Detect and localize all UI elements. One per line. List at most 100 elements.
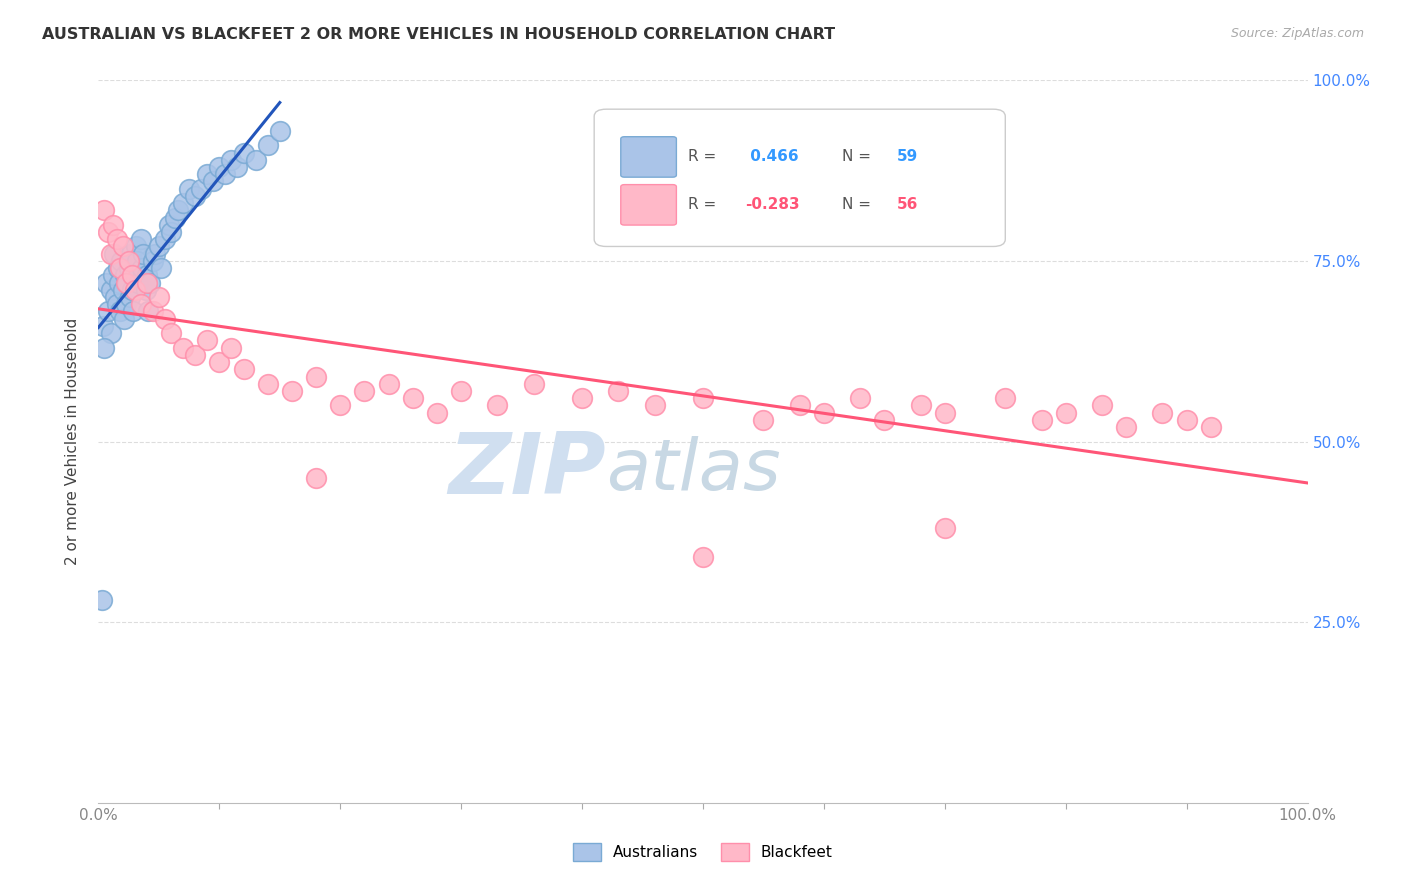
Point	[167, 203, 190, 218]
Text: 0.466: 0.466	[745, 150, 799, 164]
Point	[101, 218, 124, 232]
Text: ZIP: ZIP	[449, 429, 606, 512]
Point	[135, 276, 157, 290]
Point	[226, 160, 249, 174]
Point	[1115, 420, 1137, 434]
Y-axis label: 2 or more Vehicles in Household: 2 or more Vehicles in Household	[65, 318, 80, 566]
Point	[150, 261, 173, 276]
Point	[402, 391, 425, 405]
Point	[1031, 413, 1053, 427]
Point	[108, 304, 131, 318]
Point	[208, 160, 231, 174]
Point	[221, 341, 243, 355]
Point	[139, 276, 162, 290]
Point	[127, 253, 149, 268]
Point	[100, 246, 122, 260]
Point	[142, 253, 165, 268]
Point	[100, 283, 122, 297]
Point	[208, 355, 231, 369]
Point	[644, 398, 666, 412]
Point	[179, 182, 201, 196]
Point	[143, 246, 166, 260]
Point	[132, 246, 155, 260]
Legend: Australians, Blackfeet: Australians, Blackfeet	[567, 837, 839, 867]
Point	[1091, 398, 1114, 412]
Text: -0.283: -0.283	[745, 197, 800, 212]
Point	[107, 261, 129, 276]
Point	[153, 311, 176, 326]
Point	[94, 276, 117, 290]
Point	[789, 398, 811, 412]
Point	[129, 297, 152, 311]
Point	[125, 239, 148, 253]
Point	[195, 334, 218, 348]
Point	[1199, 420, 1222, 434]
Text: 59: 59	[897, 150, 918, 164]
Point	[305, 369, 328, 384]
Point	[571, 391, 593, 405]
Text: R =: R =	[689, 197, 721, 212]
Point	[329, 398, 352, 412]
Point	[486, 398, 509, 412]
Point	[124, 268, 146, 283]
Point	[1152, 406, 1174, 420]
Point	[256, 138, 278, 153]
Point	[129, 232, 152, 246]
Point	[994, 391, 1017, 405]
Point	[142, 304, 165, 318]
Point	[202, 174, 225, 188]
Point	[157, 218, 180, 232]
Point	[934, 406, 956, 420]
Point	[136, 304, 159, 318]
Point	[523, 376, 546, 391]
Point	[752, 413, 775, 427]
Point	[111, 283, 134, 297]
Point	[190, 182, 212, 196]
Point	[813, 406, 835, 420]
Point	[114, 268, 136, 283]
Point	[353, 384, 375, 398]
FancyBboxPatch shape	[621, 185, 676, 225]
Text: Source: ZipAtlas.com: Source: ZipAtlas.com	[1230, 27, 1364, 40]
Point	[122, 304, 145, 318]
Point	[607, 384, 630, 398]
Point	[172, 341, 194, 355]
Point	[93, 341, 115, 355]
Point	[184, 348, 207, 362]
Point	[105, 232, 128, 246]
Text: N =: N =	[842, 197, 876, 212]
Point	[214, 167, 236, 181]
Point	[117, 276, 139, 290]
Point	[97, 304, 120, 318]
Point	[121, 283, 143, 297]
Point	[256, 376, 278, 391]
Point	[101, 268, 124, 283]
Point	[160, 326, 183, 341]
Text: 56: 56	[897, 197, 918, 212]
Point	[232, 362, 254, 376]
Point	[108, 261, 131, 276]
Point	[111, 239, 134, 253]
Point	[108, 276, 131, 290]
Point	[120, 246, 142, 260]
FancyBboxPatch shape	[621, 136, 676, 178]
Point	[148, 290, 170, 304]
Point	[1175, 413, 1198, 427]
Point	[118, 253, 141, 268]
Point	[118, 261, 141, 276]
Point	[934, 521, 956, 535]
Point	[849, 391, 872, 405]
Point	[160, 225, 183, 239]
Point	[377, 376, 399, 391]
Point	[232, 145, 254, 160]
Point	[91, 318, 114, 333]
Point	[124, 283, 146, 297]
Point	[97, 225, 120, 239]
Point	[103, 246, 125, 260]
Point	[910, 398, 932, 412]
Point	[269, 124, 291, 138]
Point	[184, 189, 207, 203]
Text: AUSTRALIAN VS BLACKFEET 2 OR MORE VEHICLES IN HOUSEHOLD CORRELATION CHART: AUSTRALIAN VS BLACKFEET 2 OR MORE VEHICL…	[42, 27, 835, 42]
Point	[135, 283, 157, 297]
Point	[450, 384, 472, 398]
